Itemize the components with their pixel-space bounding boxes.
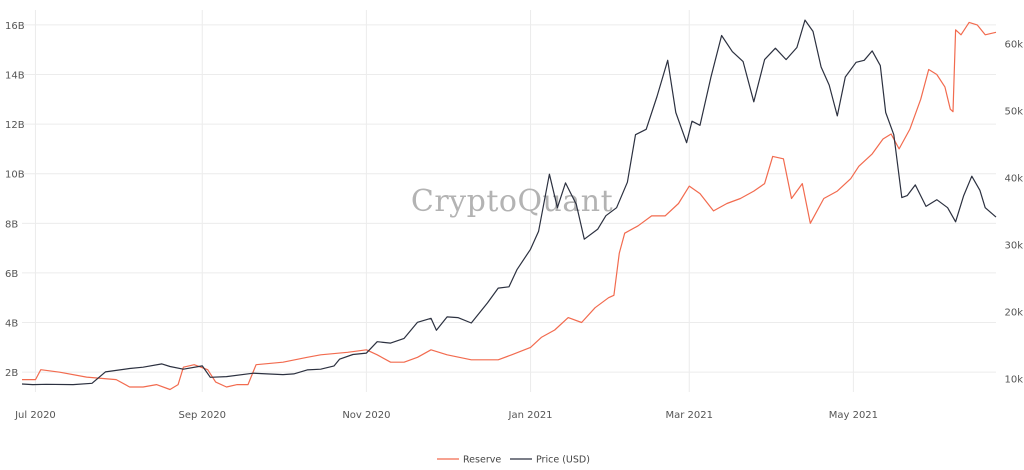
right-tick-label: 10k [1004,375,1023,386]
left-tick-label: 4B [5,319,18,330]
legend-label: Reserve [463,455,501,466]
left-tick-label: 6B [5,269,18,280]
left-tick-label: 12B [5,120,25,131]
legend-item[interactable]: Price (USD) [510,455,590,466]
x-tick-label: Jan 2021 [508,410,553,421]
legend-label: Price (USD) [536,455,590,466]
left-y-axis: 2B 4B 6B 8B 10B 12B 14B 16B [5,21,25,379]
right-y-axis: 10k 20k 30k 40k 50k 60k [1004,40,1023,386]
left-tick-label: 8B [5,219,18,230]
watermark-logo: CryptoQuant [411,184,613,219]
left-tick-label: 16B [5,21,25,32]
x-tick-label: Nov 2020 [342,410,390,421]
x-tick-label: Jul 2020 [14,410,56,421]
left-tick-label: 10B [5,170,25,181]
right-tick-label: 50k [1004,107,1023,118]
right-tick-label: 60k [1004,40,1023,51]
series-line-price-usd [21,19,997,386]
series-layer [21,19,997,391]
left-tick-label: 14B [5,70,25,81]
left-tick-label: 2B [5,368,18,379]
right-tick-label: 30k [1004,241,1023,252]
series-line-reserve [22,21,997,391]
right-tick-label: 40k [1004,174,1023,185]
x-axis: Jul 2020 Sep 2020 Nov 2020 Jan 2021 Mar 2021… [14,410,878,421]
grid-layer [22,10,996,392]
legend-item[interactable]: Reserve [437,455,501,466]
x-tick-label: Sep 2020 [179,410,226,421]
x-tick-label: Mar 2021 [666,410,714,421]
x-tick-label: May 2021 [829,410,878,421]
right-tick-label: 20k [1004,308,1023,319]
legend: Reserve Price (USD) [437,455,590,466]
